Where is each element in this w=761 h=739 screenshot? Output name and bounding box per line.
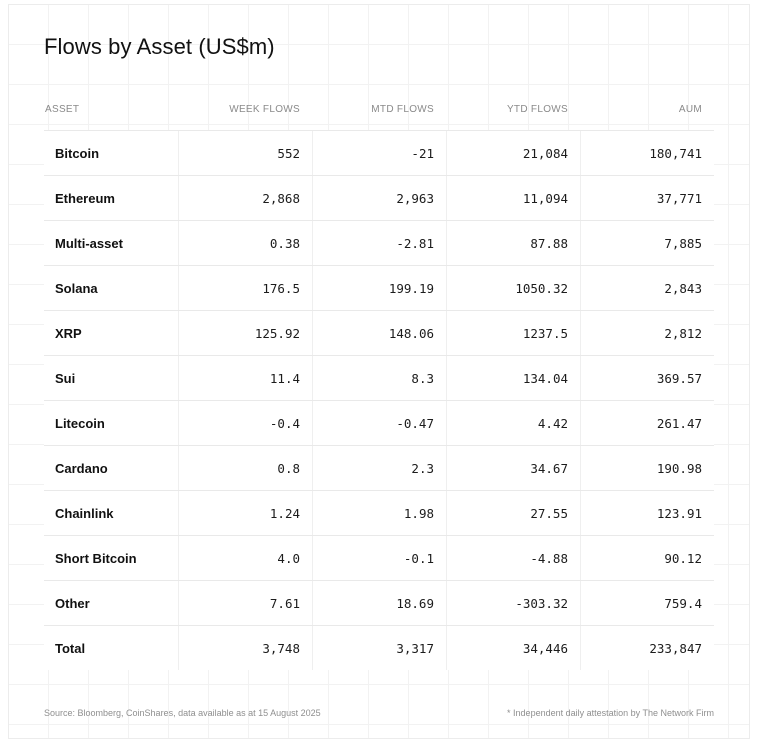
week-flows-cell: 4.0 <box>277 551 300 566</box>
ytd-flows-cell: 4.42 <box>537 416 568 431</box>
source-note: Source: Bloomberg, CoinShares, data avai… <box>44 708 321 718</box>
asset-name-cell: Cardano <box>55 461 108 476</box>
asset-name-cell: XRP <box>55 326 82 341</box>
asset-name-cell: Chainlink <box>55 506 114 521</box>
week-flows-cell: 176.5 <box>262 281 300 296</box>
ytd-flows-cell: 134.04 <box>522 371 568 386</box>
asset-name-cell: Sui <box>55 371 76 386</box>
ytd-flows-cell: 34.67 <box>530 461 568 476</box>
aum-cell: 90.12 <box>664 551 702 566</box>
table-row: Cardano 0.8 2.3 34.67 190.98 <box>44 445 714 490</box>
table-row: Sui 11.4 8.3 134.04 369.57 <box>44 355 714 400</box>
aum-cell: 37,771 <box>656 191 702 206</box>
table-row: Solana 176.5 199.19 1050.32 2,843 <box>44 265 714 310</box>
aum-cell: 261.47 <box>656 416 702 431</box>
asset-name-cell: Other <box>55 596 90 611</box>
attestation-note: * Independent daily attestation by The N… <box>507 708 714 718</box>
mtd-flows-cell: 2.3 <box>411 461 434 476</box>
mtd-flows-cell: 199.19 <box>388 281 434 296</box>
header-week-flows: WEEK FLOWS <box>229 104 300 115</box>
aum-cell: 123.91 <box>656 506 702 521</box>
mtd-flows-cell: 18.69 <box>396 596 434 611</box>
week-flows-cell: 0.8 <box>277 461 300 476</box>
header-mtd-flows: MTD FLOWS <box>371 104 434 115</box>
ytd-flows-cell: 87.88 <box>530 236 568 251</box>
header-ytd-flows: YTD FLOWS <box>506 104 568 115</box>
ytd-flows-cell: 1050.32 <box>515 281 568 296</box>
week-flows-cell: 7.61 <box>269 596 300 611</box>
table-row: Litecoin -0.4 -0.47 4.42 261.47 <box>44 400 714 445</box>
mtd-flows-cell: -21 <box>411 146 434 161</box>
aum-cell: 7,885 <box>664 236 702 251</box>
mtd-flows-cell: 3,317 <box>396 641 434 656</box>
table-row: Multi-asset 0.38 -2.81 87.88 7,885 <box>44 220 714 265</box>
week-flows-cell: 2,868 <box>262 191 300 206</box>
asset-name-cell: Short Bitcoin <box>55 551 137 566</box>
table-row: Total 3,748 3,317 34,446 233,847 <box>44 625 714 670</box>
asset-name-cell: Multi-asset <box>55 236 123 251</box>
mtd-flows-cell: 2,963 <box>396 191 434 206</box>
chart-title: Flows by Asset (US$m) <box>44 34 275 59</box>
mtd-flows-cell: 1.98 <box>403 506 434 521</box>
table-row: Ethereum 2,868 2,963 11,094 37,771 <box>44 175 714 220</box>
ytd-flows-cell: 21,084 <box>522 146 568 161</box>
week-flows-cell: 11.4 <box>269 371 300 386</box>
week-flows-cell: 0.38 <box>269 236 300 251</box>
table-header: ASSET WEEK FLOWS MTD FLOWS YTD FLOWS AUM <box>44 104 714 120</box>
mtd-flows-cell: 148.06 <box>388 326 434 341</box>
week-flows-cell: 3,748 <box>262 641 300 656</box>
asset-name-cell: Bitcoin <box>55 146 100 161</box>
aum-cell: 233,847 <box>649 641 702 656</box>
mtd-flows-cell: -2.81 <box>396 236 434 251</box>
ytd-flows-cell: 11,094 <box>522 191 568 206</box>
week-flows-cell: 125.92 <box>254 326 300 341</box>
week-flows-cell: 552 <box>277 146 300 161</box>
week-flows-cell: 1.24 <box>269 506 300 521</box>
table-row: XRP 125.92 148.06 1237.5 2,812 <box>44 310 714 355</box>
flows-table: Bitcoin 552 -21 21,084 180,741 Ethereum 2,868 2… <box>44 130 714 670</box>
asset-name-cell: Solana <box>55 281 98 296</box>
aum-cell: 759.4 <box>664 596 702 611</box>
mtd-flows-cell: -0.1 <box>403 551 434 566</box>
ytd-flows-cell: 27.55 <box>530 506 568 521</box>
aum-cell: 2,843 <box>664 281 702 296</box>
aum-cell: 190.98 <box>656 461 702 476</box>
ytd-flows-cell: 1237.5 <box>522 326 568 341</box>
asset-name-cell: Litecoin <box>55 416 105 431</box>
header-aum: AUM <box>678 104 702 115</box>
table-row: Bitcoin 552 -21 21,084 180,741 <box>44 130 714 175</box>
aum-cell: 180,741 <box>649 146 702 161</box>
ytd-flows-cell: -4.88 <box>530 551 568 566</box>
header-asset: ASSET <box>45 104 80 115</box>
mtd-flows-cell: 8.3 <box>411 371 434 386</box>
table-row: Other 7.61 18.69 -303.32 759.4 <box>44 580 714 625</box>
table-row: Short Bitcoin 4.0 -0.1 -4.88 90.12 <box>44 535 714 580</box>
week-flows-cell: -0.4 <box>269 416 300 431</box>
mtd-flows-cell: -0.47 <box>396 416 434 431</box>
asset-name-cell: Total <box>55 641 86 656</box>
asset-name-cell: Ethereum <box>55 191 115 206</box>
aum-cell: 2,812 <box>664 326 702 341</box>
aum-cell: 369.57 <box>656 371 702 386</box>
table-row: Chainlink 1.24 1.98 27.55 123.91 <box>44 490 714 535</box>
ytd-flows-cell: -303.32 <box>515 596 568 611</box>
ytd-flows-cell: 34,446 <box>522 641 568 656</box>
